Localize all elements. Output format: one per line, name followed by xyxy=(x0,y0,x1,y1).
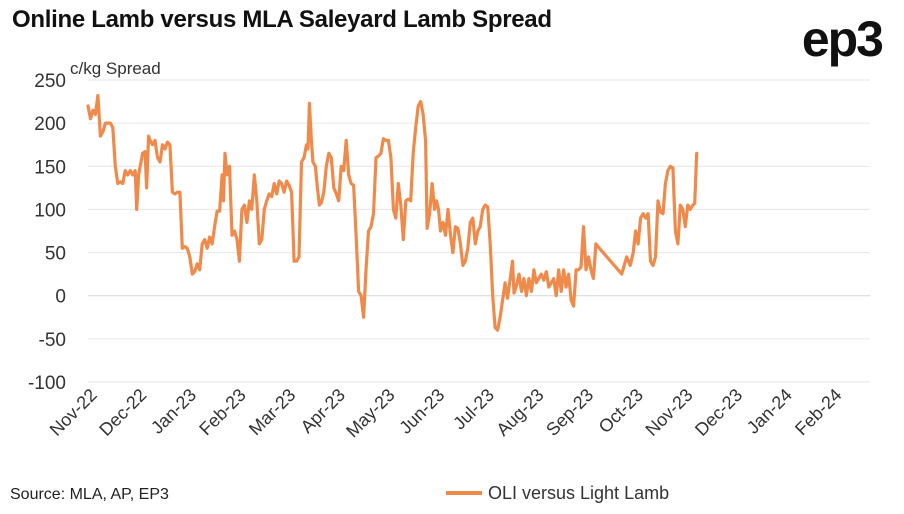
x-tick-label: Oct-23 xyxy=(595,385,647,437)
series-line xyxy=(86,93,699,332)
y-tick-label: -100 xyxy=(28,373,66,394)
x-tick-label: Jan-23 xyxy=(147,385,200,438)
x-tick-label: Dec-23 xyxy=(691,385,746,440)
y-tick-label: -50 xyxy=(39,330,66,351)
y-tick-label: 250 xyxy=(34,71,66,92)
x-tick-label: Feb-23 xyxy=(195,385,249,439)
x-tick-label: Mar-23 xyxy=(245,385,299,439)
x-tick-label: Apr-23 xyxy=(297,385,349,437)
x-tick-label: Jan-24 xyxy=(743,385,796,438)
chart-title: Online Lamb versus MLA Saleyard Lamb Spr… xyxy=(12,6,552,33)
y-tick-label: 200 xyxy=(34,114,66,135)
x-axis-ticks: Nov-22Dec-22Jan-23Feb-23Mar-23Apr-23May-… xyxy=(46,385,846,442)
legend-label: OLI versus Light Lamb xyxy=(488,483,669,503)
x-tick-label: Jul-23 xyxy=(449,385,498,434)
source-note: Source: MLA, AP, EP3 xyxy=(10,486,169,503)
x-tick-label: Jun-23 xyxy=(395,385,448,438)
x-tick-label: May-23 xyxy=(342,385,399,442)
y-axis-label: c/kg Spread xyxy=(70,59,161,78)
y-tick-label: 150 xyxy=(34,157,66,178)
y-tick-label: 0 xyxy=(55,287,66,308)
ep3-logo: ep3 xyxy=(801,11,884,67)
x-tick-label: Aug-23 xyxy=(492,385,547,440)
series-group xyxy=(86,93,699,332)
x-tick-label: Dec-22 xyxy=(95,385,150,440)
x-tick-label: Nov-23 xyxy=(641,385,696,440)
y-tick-label: 50 xyxy=(45,244,66,265)
x-tick-label: Feb-24 xyxy=(791,385,845,439)
x-tick-label: Sep-23 xyxy=(542,385,597,440)
y-tick-label: 100 xyxy=(34,200,66,221)
y-axis-ticks: -100 -50 0 50 100 150 200 250 xyxy=(28,71,66,394)
legend: OLI versus Light Lamb xyxy=(446,483,669,503)
